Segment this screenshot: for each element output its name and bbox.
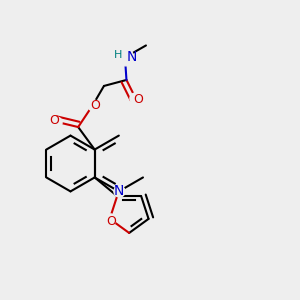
Text: N: N (127, 50, 137, 64)
Text: N: N (114, 184, 124, 198)
Text: O: O (91, 99, 100, 112)
Text: N: N (114, 184, 124, 198)
Text: O: O (106, 215, 116, 228)
Text: O: O (133, 93, 143, 106)
Text: O: O (49, 114, 59, 127)
Text: H: H (114, 50, 122, 60)
